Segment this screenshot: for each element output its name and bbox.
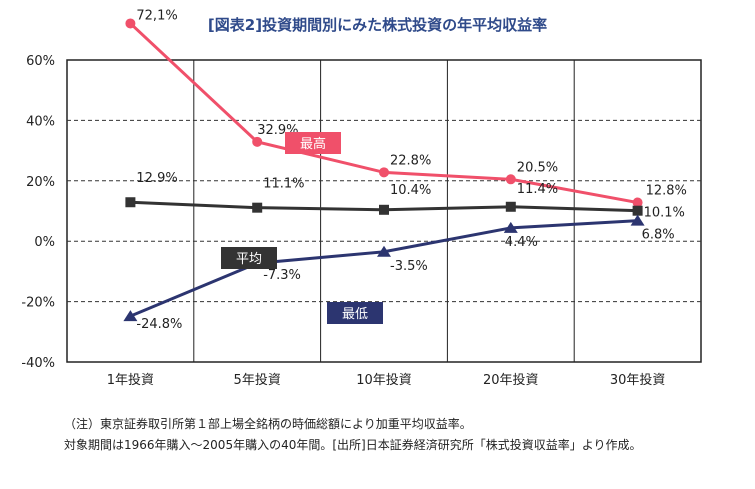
y-tick-label: 20% — [26, 175, 55, 190]
series-1-point — [632, 205, 643, 216]
data-label: 11.4% — [517, 182, 558, 197]
series-name-tag: 最低 — [342, 307, 368, 322]
series-0-point — [505, 174, 516, 185]
x-axis-ticks: 1年投資 5年投資 10年投資 20年投資 30年投資 — [107, 372, 666, 388]
series-0-point — [252, 136, 263, 147]
series-2-point — [377, 245, 391, 257]
series-1-point — [125, 197, 136, 208]
data-label: 22.8% — [390, 153, 431, 168]
series-name-tag: 最高 — [300, 136, 326, 152]
series-1-point — [252, 202, 263, 213]
data-labels: 72,1%32.9%22.8% 20.5%12.8%12.9% 11.1% 10.4%… — [136, 8, 687, 332]
chart-notes: （注）東京証券取引所第１部上場全銘柄の時価総額により加重平均収益率。 対象期間は… — [64, 414, 641, 456]
data-label: 10.1% — [644, 206, 685, 221]
series-name-tag-bg — [285, 132, 341, 154]
note-line-2: 対象期間は1966年購入～2005年購入の40年間。[出所]日本証券経済研究所「… — [64, 438, 642, 452]
series-name-tag-bg — [221, 247, 277, 269]
x-tick-label: 5年投資 — [234, 372, 281, 388]
series-2-point — [503, 221, 518, 233]
series-0-point — [632, 197, 643, 208]
x-tick-label: 1年投資 — [107, 372, 154, 388]
chart-title: [図表2]投資期間別にみた株式投資の年平均収益率 — [207, 16, 548, 34]
data-label: 12.8% — [646, 184, 687, 199]
series-name-tag: 平均 — [236, 252, 262, 267]
line-chart: 60% 40% 20% 0% -20% -40% 1年投資 5年投資 10年投資 20年投資 30… — [21, 8, 702, 388]
y-axis-ticks: 60% 40% 20% 0% -20% -40% — [21, 54, 55, 371]
series-1-point — [505, 201, 516, 212]
data-label: 10.4% — [390, 183, 431, 198]
series-2-point — [630, 214, 645, 226]
note-line-1: （注）東京証券取引所第１部上場全銘柄の時価総額により加重平均収益率。 — [64, 417, 472, 431]
x-tick-label: 20年投資 — [483, 372, 539, 388]
data-label: -24.8% — [136, 317, 182, 332]
data-label: -7.3% — [263, 268, 301, 283]
y-tick-label: 0% — [34, 235, 55, 250]
data-label: 12.9% — [136, 171, 177, 186]
series-0-point — [379, 167, 389, 178]
series-2-point — [123, 310, 138, 322]
y-tick-label: 60% — [26, 54, 55, 69]
x-tick-label: 30年投資 — [610, 372, 666, 388]
y-tick-label: 40% — [26, 114, 55, 129]
data-label: 4.4% — [505, 235, 538, 250]
series-0-point — [125, 18, 136, 29]
y-tick-label: -20% — [21, 296, 55, 311]
data-label: 6.8% — [642, 228, 675, 243]
data-label: 11.1% — [263, 177, 304, 192]
series-1-point — [379, 204, 389, 215]
chart-grid — [66, 59, 702, 363]
data-label: 20.5% — [517, 160, 558, 175]
data-label: -3.5% — [390, 259, 428, 274]
series-name-tag-bg — [327, 302, 383, 324]
y-tick-label: -40% — [21, 356, 55, 371]
chart-series — [123, 18, 645, 322]
data-label: 72,1% — [136, 8, 177, 23]
x-tick-label: 10年投資 — [356, 372, 412, 388]
plot-frame — [66, 59, 702, 363]
